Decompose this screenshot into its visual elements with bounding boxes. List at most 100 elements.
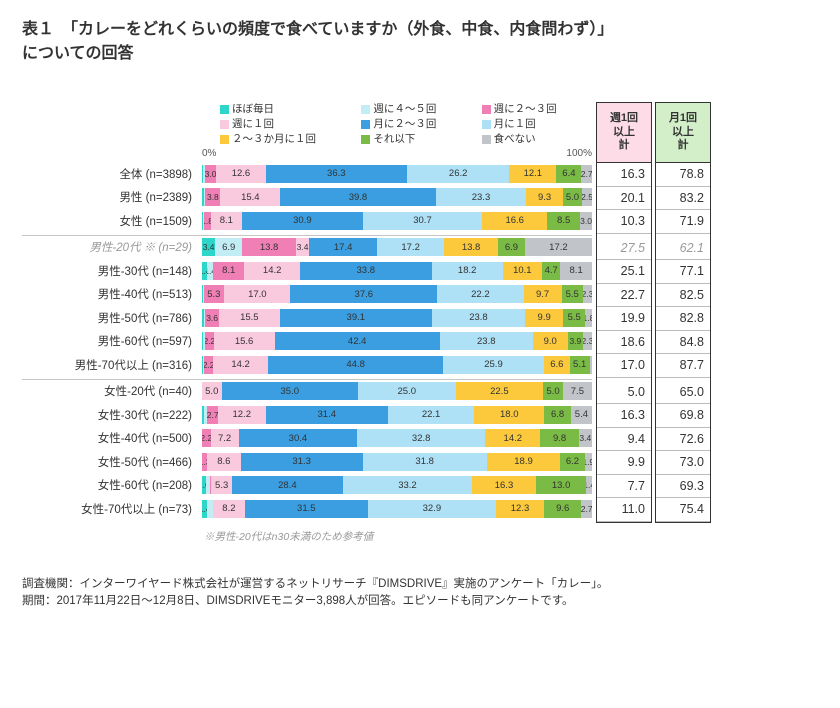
bar-segment: 26.2 bbox=[407, 165, 509, 183]
source-line-1: 調査機関：インターワイヤード株式会社が運営するネットリサーチ『DIMSDRIVE… bbox=[22, 576, 818, 593]
chart-title-block: 表１ 「カレーをどれくらいの頻度で食べていますか（外食、中食、内食問わず）」 に… bbox=[22, 18, 818, 66]
summary-cell: 19.9 bbox=[597, 307, 651, 331]
bar-segment: 1.8 bbox=[204, 212, 211, 230]
bar-segment: 8.6 bbox=[207, 453, 241, 471]
bar-segment: 35.0 bbox=[222, 382, 359, 400]
bar-segment: 6.9 bbox=[215, 238, 242, 256]
bar-segment: 5.0 bbox=[202, 382, 222, 400]
summary-cell: 78.8 bbox=[656, 163, 710, 187]
summary-cell: 87.7 bbox=[656, 354, 710, 378]
row-labels-column: 全体 (n=3898)男性 (n=2389)女性 (n=1509)男性-20代 … bbox=[22, 102, 202, 523]
bar-segment: 32.9 bbox=[368, 500, 496, 518]
bar-segment: 22.2 bbox=[437, 285, 524, 303]
stacked-bar: 1.05.328.433.216.313.01.4 bbox=[202, 476, 592, 494]
legend-item: 週に４～５回 bbox=[361, 102, 467, 116]
bar-segment: 3.4 bbox=[202, 238, 215, 256]
bar-segment: 14.2 bbox=[244, 262, 299, 280]
bar-segment: 9.0 bbox=[533, 332, 568, 350]
summary-cell: 20.1 bbox=[597, 187, 651, 211]
row-label: 男性-70代以上 (n=316) bbox=[22, 357, 202, 373]
row-label: 男性-30代 (n=148) bbox=[22, 263, 202, 279]
summary-cell: 82.5 bbox=[656, 284, 710, 308]
source-line-2: 期間：2017年11月22日～12月8日、DIMSDRIVEモニター3,898人… bbox=[22, 593, 818, 610]
stacked-bar: 1.48.231.532.912.39.62.7 bbox=[202, 500, 592, 518]
legend-item: 月に２～３回 bbox=[361, 117, 467, 131]
bar-segment: 18.0 bbox=[474, 406, 544, 424]
legend-swatch bbox=[482, 105, 491, 114]
bar-segment: 28.4 bbox=[232, 476, 343, 494]
chart: 全体 (n=3898)男性 (n=2389)女性 (n=1509)男性-20代 … bbox=[22, 102, 818, 523]
bar-segment: 2.7 bbox=[207, 406, 218, 424]
bar-segment bbox=[590, 356, 592, 374]
bar-segment: 6.4 bbox=[556, 165, 581, 183]
bar-segment: 6.8 bbox=[544, 406, 571, 424]
bar-segment: 17.0 bbox=[224, 285, 290, 303]
bar-segment: 31.5 bbox=[245, 500, 368, 518]
bar-segment: 2.7 bbox=[581, 500, 592, 518]
legend-swatch bbox=[361, 135, 370, 144]
summary-cell: 71.9 bbox=[656, 210, 710, 234]
bar-segment: 4.7 bbox=[542, 262, 560, 280]
bar-segment: 3.8 bbox=[205, 188, 220, 206]
bar-segment: 5.3 bbox=[204, 285, 225, 303]
row-label: 男性-20代 ※ (n=29) bbox=[22, 239, 202, 255]
row-label: 女性-20代 (n=40) bbox=[22, 383, 202, 399]
summary-cell: 83.2 bbox=[656, 187, 710, 211]
bar-segment: 9.9 bbox=[525, 309, 564, 327]
bar-segment: 7.2 bbox=[211, 429, 239, 447]
legend-label: 月に１回 bbox=[494, 117, 536, 131]
bar-segment: 14.2 bbox=[213, 356, 268, 374]
bar-segment: 8.1 bbox=[213, 262, 245, 280]
bar-segment: 5.4 bbox=[571, 406, 592, 424]
bar-segment: 9.7 bbox=[524, 285, 562, 303]
bar-segment: 17.2 bbox=[525, 238, 592, 256]
stacked-bar: 3.615.539.123.89.95.51.8 bbox=[202, 309, 592, 327]
bar-segment: 2.7 bbox=[581, 165, 592, 183]
bar-segment: 18.9 bbox=[487, 453, 561, 471]
summary-cell: 69.8 bbox=[656, 404, 710, 428]
summary-cell: 69.3 bbox=[656, 475, 710, 499]
row-label: 女性-30代 (n=222) bbox=[22, 407, 202, 423]
bar-segment: 17.4 bbox=[309, 238, 377, 256]
bar-segment: 3.6 bbox=[205, 309, 219, 327]
bar-segment: 31.4 bbox=[266, 406, 388, 424]
stacked-bar: 2.214.244.825.96.65.1 bbox=[202, 356, 592, 374]
legend-swatch bbox=[482, 135, 491, 144]
row-label: 女性-70代以上 (n=73) bbox=[22, 501, 202, 517]
bar-segment: 15.5 bbox=[219, 309, 279, 327]
bar-segment: 12.6 bbox=[216, 165, 265, 183]
summary-cell: 16.3 bbox=[597, 163, 651, 187]
summary-cell: 72.6 bbox=[656, 428, 710, 452]
summary-cell: 16.3 bbox=[597, 404, 651, 428]
bar-segment: 23.8 bbox=[440, 332, 533, 350]
bar-segment: 22.1 bbox=[388, 406, 474, 424]
bar-segment: 9.3 bbox=[526, 188, 562, 206]
bar-segment: 5.5 bbox=[562, 285, 583, 303]
bar-segment: 3.4 bbox=[296, 238, 309, 256]
bar-segment: 7.5 bbox=[563, 382, 592, 400]
summary-cell: 73.0 bbox=[656, 451, 710, 475]
summary-cell: 65.0 bbox=[656, 381, 710, 405]
axis-0: 0% bbox=[202, 148, 216, 159]
legend-label: 週に１回 bbox=[232, 117, 274, 131]
legend-item: 週に２～３回 bbox=[482, 102, 588, 116]
stacked-bar: 3.815.439.823.39.35.02.5 bbox=[202, 188, 592, 206]
bar-segment: 3.4 bbox=[579, 429, 592, 447]
stacked-bar: 2.215.642.423.89.03.92.3 bbox=[202, 332, 592, 350]
bar-segment: 12.3 bbox=[496, 500, 544, 518]
bar-segment: 6.9 bbox=[498, 238, 525, 256]
row-label: 男性-50代 (n=786) bbox=[22, 310, 202, 326]
bar-segment: 12.1 bbox=[509, 165, 556, 183]
bar-segment: 14.2 bbox=[485, 429, 540, 447]
row-label: 女性-50代 (n=466) bbox=[22, 454, 202, 470]
stacked-bar: 1.38.631.331.818.96.21.9 bbox=[202, 453, 592, 471]
bar-segment: 33.2 bbox=[343, 476, 472, 494]
bar-segment: 1.9 bbox=[585, 453, 592, 471]
stacked-bar: 2.712.231.422.118.06.85.4 bbox=[202, 406, 592, 424]
legend-item: ２～３か月に１回 bbox=[220, 132, 347, 146]
bar-segment: 2.3 bbox=[583, 332, 592, 350]
bar-segment: 18.2 bbox=[432, 262, 503, 280]
legend-swatch bbox=[220, 105, 229, 114]
summary-cell: 9.9 bbox=[597, 451, 651, 475]
bar-segment: 2.5 bbox=[582, 188, 592, 206]
